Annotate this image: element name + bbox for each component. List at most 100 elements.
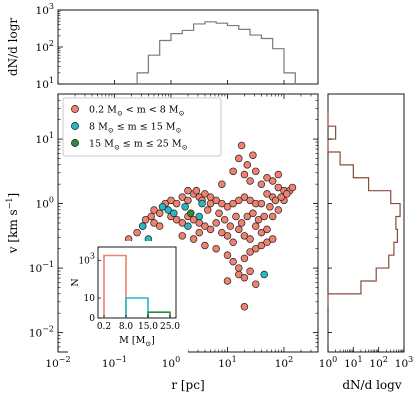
scatter-point-s0-65 <box>268 235 277 243</box>
scatter-point-s0-71 <box>229 167 237 176</box>
scatter-point-s0-96 <box>243 212 252 221</box>
scatter-point-s0-47 <box>251 222 260 230</box>
legend-box <box>62 97 222 157</box>
scatter-point-s0-27 <box>274 183 283 192</box>
legend-label-0-part-3: ⊙ <box>179 110 185 118</box>
inset-x-axis-label-end: ] <box>151 335 155 346</box>
main-y-tick-label-1: 10−1 <box>29 260 54 275</box>
scatter-point-s0-85 <box>195 228 203 237</box>
scatter-point-s0-104 <box>288 183 297 192</box>
scatter-point-s0-62 <box>251 244 260 253</box>
top-y-tick-label-0-exp: 1 <box>49 76 54 85</box>
scatter-point-s2-0 <box>187 209 195 218</box>
scatter-point-s0-68 <box>223 277 232 285</box>
main-y-axis-label: v [km s−1] <box>5 193 20 254</box>
main-x-tick-label-1-exp: −1 <box>115 355 127 364</box>
top-y-axis-label: dN/d logr <box>6 18 20 76</box>
legend-label-2-part-2: ≤ m ≤ 25 M <box>120 139 182 150</box>
right-x-tick-label-2: 102 <box>369 355 387 370</box>
legend-marker-1 <box>71 122 79 130</box>
scatter-point-s0-4 <box>147 212 155 221</box>
scatter-point-s0-82 <box>274 170 283 179</box>
scatter-point-s0-20 <box>235 196 243 205</box>
scatter-point-s0-102 <box>277 193 285 201</box>
scatter-point-s0-3 <box>141 215 150 224</box>
scatter-point-s0-17 <box>218 199 226 208</box>
main-y-tick-label-3-base: 10 <box>36 134 49 146</box>
scatter-point-s0-14 <box>201 190 209 198</box>
right-x-tick-label-3-base: 10 <box>395 358 408 370</box>
scatter-point-s0-86 <box>206 199 215 208</box>
main-x-tick-label-0-exp: −2 <box>59 355 71 364</box>
top-axes-frame <box>57 9 319 85</box>
right-x-tick-label-3-exp: 3 <box>408 355 413 364</box>
scatter-point-s0-80 <box>263 174 271 182</box>
scatter-point-s0-91 <box>215 209 223 218</box>
scatter-point-s1-6 <box>184 222 192 230</box>
main-x-tick-label-3: 101 <box>218 355 236 370</box>
main-y-tick-label-3-exp: 1 <box>49 131 54 140</box>
scatter-point-s0-9 <box>172 199 181 208</box>
main-x-tick-label-3-base: 10 <box>218 358 231 370</box>
scatter-point-s0-5 <box>150 206 158 214</box>
inset-y-tick-label-2-base: 10 <box>78 256 90 266</box>
scatter-point-s0-81 <box>268 177 277 185</box>
main-y-tick-label-2-base: 10 <box>36 199 49 211</box>
scatter-point-s0-42 <box>223 232 232 240</box>
scatter-point-s0-73 <box>237 141 246 150</box>
scatter-point-s0-90 <box>203 206 212 214</box>
scatter-point-s1-2 <box>158 203 167 211</box>
legend-label-1-part-1: ⊙ <box>108 127 114 135</box>
top-y-tick-label-2: 103 <box>36 2 54 17</box>
legend-marker-2 <box>71 139 79 147</box>
top-y-tick-label-2-base: 10 <box>36 5 49 17</box>
scatter-point-s0-99 <box>260 212 268 221</box>
scatter-point-s1-0 <box>138 222 147 230</box>
scatter-point-s0-50 <box>268 212 277 221</box>
legend-label-0-part-0: 0.2 M <box>89 105 117 116</box>
scatter-point-s0-76 <box>246 177 254 185</box>
top-y-tick-label-1-exp: 2 <box>49 39 54 48</box>
scatter-point-s0-45 <box>240 232 249 240</box>
top-y-tick-label-2-exp: 3 <box>49 2 54 11</box>
scatter-point-s0-93 <box>226 222 235 230</box>
main-x-tick-label-2: 100 <box>162 355 180 370</box>
inset-y-tick-label-1-base: 10 <box>84 294 96 304</box>
right-x-tick-label-0-exp: 0 <box>332 355 337 364</box>
scatter-point-s0-69 <box>246 267 254 276</box>
scatter-point-s0-103 <box>283 190 291 198</box>
scatter-point-s0-24 <box>257 199 266 208</box>
scatter-point-s0-74 <box>240 170 249 179</box>
scatter-point-s0-57 <box>223 251 232 259</box>
scatter-point-s0-100 <box>266 203 274 211</box>
main-y-tick-label-0: 10−2 <box>29 325 54 340</box>
inset-x-axis-label-text: M [M <box>119 335 145 346</box>
main-y-tick-label-0-exp: −2 <box>42 325 54 334</box>
legend-label-1-part-2: ≤ m ≤ 15 M <box>114 122 176 133</box>
legend-marker-0 <box>71 105 79 113</box>
scatter-point-s0-46 <box>246 235 254 243</box>
main-x-tick-label-3-exp: 1 <box>232 355 237 364</box>
right-x-tick-label-1-exp: 1 <box>357 355 362 364</box>
scatter-point-s0-78 <box>251 167 260 176</box>
scatter-point-s0-31 <box>155 222 164 230</box>
scatter-point-s0-25 <box>263 190 271 198</box>
inset-bar-0 <box>103 254 127 318</box>
scatter-point-s0-72 <box>235 154 243 163</box>
legend-label-1: 8 M⊙ ≤ m ≤ 15 M⊙ <box>89 122 182 135</box>
top-y-tick-label-0: 101 <box>36 76 54 91</box>
scatter-point-s0-38 <box>201 222 209 230</box>
scatter-point-s0-33 <box>172 215 181 224</box>
scatter-point-s0-63 <box>257 241 266 250</box>
legend-label-1-part-0: 8 M <box>89 122 108 133</box>
legend-label-2-part-3: ⊙ <box>182 144 188 152</box>
scatter-point-s0-88 <box>192 186 201 195</box>
scatter-point-s1-8 <box>198 199 206 208</box>
inset-axes-frame <box>97 246 177 319</box>
inset-bar-1 <box>125 297 149 318</box>
scatter-point-s0-75 <box>243 161 252 169</box>
right-axes-frame <box>327 93 405 353</box>
main-x-tick-label-0-base: 10 <box>45 358 58 370</box>
scatter-point-s0-34 <box>178 219 187 227</box>
